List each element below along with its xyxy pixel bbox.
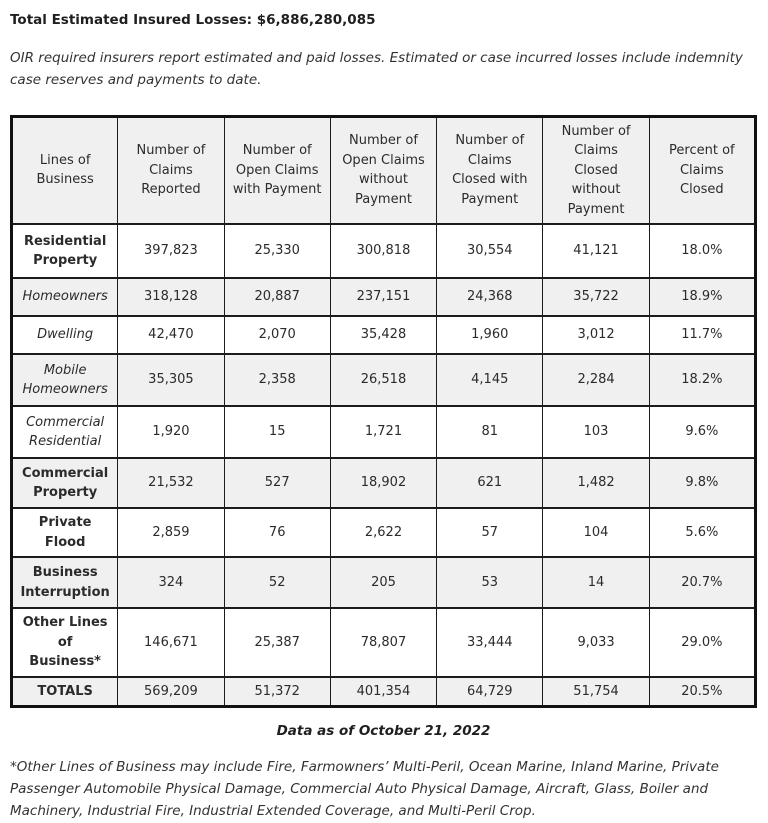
- value-cell: 2,622: [329, 507, 438, 559]
- table-row: Commercial Property 21,532 527 18,902 621 1,4…: [10, 457, 757, 510]
- value-cell: 30,554: [436, 223, 544, 280]
- value-cell: 41,121: [542, 223, 650, 280]
- table-header-row: Lines of Business Number of Claims Report…: [10, 115, 757, 226]
- table-row: Homeowners 318,128 20,887 237,151 24,368 35,7…: [10, 277, 757, 318]
- data-as-of-caption: Data as of October 21, 2022: [276, 723, 491, 740]
- value-cell: 51,754: [542, 675, 650, 708]
- row-label: Mobile Homeowners: [10, 353, 119, 408]
- value-cell: 26,518: [329, 353, 438, 408]
- value-cell: 527: [223, 457, 331, 510]
- row-label: Other Lines of Business*: [10, 607, 119, 678]
- value-cell: 21,532: [117, 457, 225, 510]
- value-cell: 29.0%: [648, 607, 757, 678]
- value-cell: 76: [223, 507, 331, 559]
- intro-text: OIR required insurers report estimated a…: [10, 50, 743, 89]
- table-row: Commercial Residential 1,920 15 1,721 81 103 9…: [10, 405, 757, 460]
- value-cell: 397,823: [117, 223, 225, 280]
- claims-table: Lines of Business Number of Claims Report…: [10, 114, 757, 709]
- value-cell: 35,305: [117, 353, 225, 408]
- value-cell: 53: [436, 556, 544, 610]
- value-cell: 1,721: [329, 405, 438, 460]
- page-title: Total Estimated Insured Losses: $6,886,2…: [10, 12, 376, 28]
- header-cell: Lines of Business: [10, 115, 119, 226]
- value-cell: 146,671: [117, 607, 225, 678]
- value-cell: 2,859: [117, 507, 225, 559]
- value-cell: 103: [542, 405, 650, 460]
- value-cell: 15: [223, 405, 331, 460]
- table-row: Dwelling 42,470 2,070 35,428 1,960 3,012 11.7%: [10, 315, 757, 356]
- header-cell: Number of Claims Closed without Payment: [542, 115, 650, 226]
- value-cell: 78,807: [329, 607, 438, 678]
- value-cell: 1,960: [436, 315, 544, 356]
- value-cell: 318,128: [117, 277, 225, 318]
- value-cell: 24,368: [436, 277, 544, 318]
- value-cell: 3,012: [542, 315, 650, 356]
- value-cell: 14: [542, 556, 650, 610]
- value-cell: 20,887: [223, 277, 331, 318]
- value-cell: 9.6%: [648, 405, 757, 460]
- value-cell: 35,428: [329, 315, 438, 356]
- value-cell: 401,354: [329, 675, 438, 708]
- value-cell: 237,151: [329, 277, 438, 318]
- table-row: Business Interruption 324 52 205 53 14 20.7%: [10, 556, 757, 610]
- value-cell: 20.7%: [648, 556, 757, 610]
- table-body: Residential Property 397,823 25,330 300,818…: [10, 223, 757, 708]
- value-cell: 51,372: [223, 675, 331, 708]
- row-label: Commercial Property: [10, 457, 119, 510]
- value-cell: 1,920: [117, 405, 225, 460]
- value-cell: 2,070: [223, 315, 331, 356]
- value-cell: 104: [542, 507, 650, 559]
- table-row: TOTALS 569,209 51,372 401,354 64,729 51,754 20…: [10, 675, 757, 708]
- row-label: Residential Property: [10, 223, 119, 280]
- value-cell: 18,902: [329, 457, 438, 510]
- header-cell: Percent of Claims Closed: [648, 115, 757, 226]
- table-row: Mobile Homeowners 35,305 2,358 26,518 4,145 2…: [10, 353, 757, 408]
- value-cell: 9.8%: [648, 457, 757, 510]
- row-label: Homeowners: [10, 277, 119, 318]
- value-cell: 25,387: [223, 607, 331, 678]
- header-cell: Number of Open Claims with Payment: [223, 115, 331, 226]
- value-cell: 11.7%: [648, 315, 757, 356]
- value-cell: 18.9%: [648, 277, 757, 318]
- row-label: Dwelling: [10, 315, 119, 356]
- row-label: Commercial Residential: [10, 405, 119, 460]
- value-cell: 20.5%: [648, 675, 757, 708]
- value-cell: 33,444: [436, 607, 544, 678]
- table-header: Lines of Business Number of Claims Report…: [10, 115, 757, 226]
- value-cell: 52: [223, 556, 331, 610]
- table-row: Residential Property 397,823 25,330 300,818…: [10, 223, 757, 280]
- value-cell: 621: [436, 457, 544, 510]
- value-cell: 5.6%: [648, 507, 757, 559]
- row-label: Business Interruption: [10, 556, 119, 610]
- footnote: *Other Lines of Business may include Fir…: [10, 759, 719, 819]
- value-cell: 35,722: [542, 277, 650, 318]
- value-cell: 18.2%: [648, 353, 757, 408]
- value-cell: 324: [117, 556, 225, 610]
- header-cell: Number of Claims Closed with Payment: [436, 115, 544, 226]
- value-cell: 2,284: [542, 353, 650, 408]
- row-label: TOTALS: [10, 675, 119, 708]
- table-row: Private Flood 2,859 76 2,622 57 104 5.6%: [10, 507, 757, 559]
- value-cell: 57: [436, 507, 544, 559]
- value-cell: 4,145: [436, 353, 544, 408]
- header-cell: Number of Open Claims without Payment: [329, 115, 438, 226]
- table-row: Other Lines of Business* 146,671 25,387 78,…: [10, 607, 757, 678]
- value-cell: 9,033: [542, 607, 650, 678]
- value-cell: 42,470: [117, 315, 225, 356]
- value-cell: 81: [436, 405, 544, 460]
- row-label: Private Flood: [10, 507, 119, 559]
- value-cell: 25,330: [223, 223, 331, 280]
- value-cell: 205: [329, 556, 438, 610]
- header-cell: Number of Claims Reported: [117, 115, 225, 226]
- value-cell: 569,209: [117, 675, 225, 708]
- value-cell: 1,482: [542, 457, 650, 510]
- value-cell: 2,358: [223, 353, 331, 408]
- value-cell: 18.0%: [648, 223, 757, 280]
- value-cell: 64,729: [436, 675, 544, 708]
- value-cell: 300,818: [329, 223, 438, 280]
